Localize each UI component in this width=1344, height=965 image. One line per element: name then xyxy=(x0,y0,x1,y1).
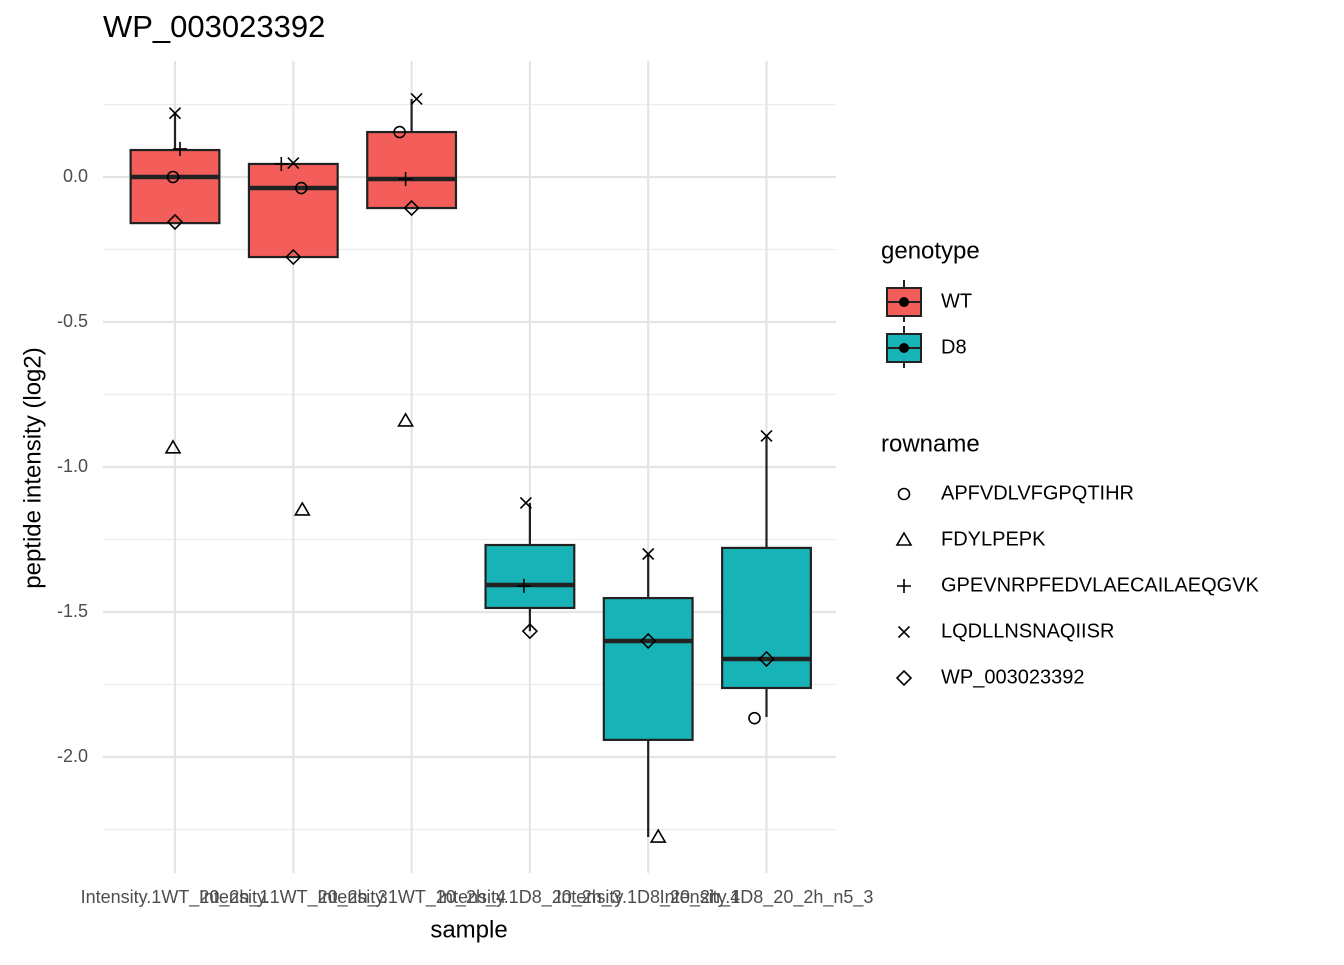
point xyxy=(274,156,289,171)
box xyxy=(129,148,221,225)
point xyxy=(173,141,187,156)
x-axis-label: sample xyxy=(430,916,507,943)
x-tick-label: Intensity.1WT_20_2h_1 xyxy=(81,887,270,908)
y-axis-label: peptide intensity (log2) xyxy=(19,347,46,588)
legend-label: LQDLLNSNAQIISR xyxy=(941,620,1114,642)
y-tick-label: -1.0 xyxy=(57,456,88,476)
legend-title: genotype xyxy=(881,237,980,264)
legend-label: WP_003023392 xyxy=(941,666,1084,688)
x-tick-label: Intensity.1WT_20_2h_4 xyxy=(317,887,506,908)
x-tick-label: Intensity.1D8_20_2h_3 xyxy=(438,887,622,908)
point xyxy=(642,547,655,561)
point xyxy=(516,578,531,593)
box xyxy=(366,130,458,210)
legend-label: FDYLPEPK xyxy=(941,528,1046,550)
point xyxy=(758,650,775,668)
point xyxy=(166,213,184,231)
x-tick-label: Intensity.1WT_20_2h_3 xyxy=(199,887,388,908)
y-tick-label: 0.0 xyxy=(63,166,88,186)
point xyxy=(393,125,406,139)
y-tick-label: -2.0 xyxy=(57,746,88,766)
point xyxy=(748,711,761,725)
legend-key xyxy=(899,343,909,353)
legend-key xyxy=(899,297,909,307)
point xyxy=(649,828,667,843)
box xyxy=(247,162,339,259)
box xyxy=(721,546,812,690)
point xyxy=(164,439,182,454)
point xyxy=(166,170,180,184)
chart-title: WP_003023392 xyxy=(103,9,325,44)
x-tick-label: Intensity.1D8_20_2h_4 xyxy=(556,887,740,908)
legend-label: APFVDLVFGPQTIHR xyxy=(941,482,1134,504)
legend-label: D8 xyxy=(941,336,967,358)
point xyxy=(293,501,311,516)
x-tick-label: Intensity.1D8_20_2h_n5_3 xyxy=(660,887,874,908)
point xyxy=(397,412,414,427)
legend-symbol xyxy=(895,669,913,687)
y-tick-label: -0.5 xyxy=(57,311,88,331)
legend-symbol xyxy=(897,487,911,501)
point xyxy=(294,181,308,195)
legend-title: rowname xyxy=(881,430,980,457)
legend-symbol xyxy=(895,531,913,546)
legend-symbol xyxy=(897,579,911,593)
box xyxy=(602,596,694,741)
point xyxy=(760,429,773,443)
point xyxy=(398,172,413,187)
point xyxy=(410,92,423,106)
box xyxy=(484,543,576,610)
legend-symbol xyxy=(897,625,911,639)
point xyxy=(640,632,657,650)
legend-label: WT xyxy=(941,290,972,312)
point xyxy=(403,199,420,217)
point xyxy=(168,107,182,120)
point xyxy=(519,496,532,510)
point xyxy=(285,248,302,266)
point xyxy=(287,157,300,170)
legend-label: GPEVNRPFEDVLAECAILAEQGVK xyxy=(941,574,1260,596)
y-tick-label: -1.5 xyxy=(57,601,88,621)
point xyxy=(521,623,539,640)
